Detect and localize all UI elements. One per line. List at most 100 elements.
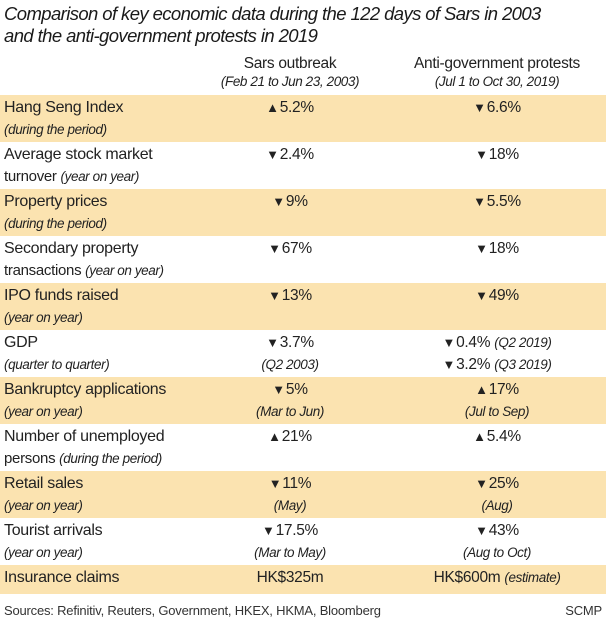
table-row: Tourist arrivals (year on year) ▼17.5% (Mar… <box>0 518 606 565</box>
row-label-line2: transactions (year on year) <box>4 260 234 281</box>
sars-value-cell: ▲21% <box>190 426 390 448</box>
table-row: Retail sales (year on year) ▼11% (May) ▼25%(… <box>0 471 606 518</box>
value-line: (Jul to Sep) <box>392 401 602 422</box>
value-text: 49% <box>488 287 519 304</box>
value-text: 0.4% <box>456 334 491 351</box>
value-text: HK$600m <box>433 569 501 586</box>
row-label-qualifier: (year on year) <box>4 404 83 419</box>
value-line: ▼9% <box>190 191 390 213</box>
value-text: 3.2% <box>456 356 491 373</box>
value-line: ▼0.4% (Q2 2019) <box>392 332 602 354</box>
comparison-table: Hang Seng Index (during the period) ▲5.2% ▼… <box>0 95 606 594</box>
triangle-down-icon: ▼ <box>442 335 456 350</box>
value-line: ▼6.6% <box>392 97 602 119</box>
triangle-down-icon: ▼ <box>266 335 279 350</box>
row-label-qualifier: (during the period) <box>4 216 107 231</box>
value-line: ▼18% <box>392 238 602 260</box>
value-line: ▼13% <box>190 285 390 307</box>
row-label-line2: (during the period) <box>4 213 234 234</box>
triangle-down-icon: ▼ <box>266 147 279 162</box>
value-text: 21% <box>281 428 312 445</box>
row-label: Hang Seng Index (during the period) <box>4 97 234 140</box>
row-label-qualifier: (during the period) <box>4 122 107 137</box>
value-note: (May) <box>273 498 307 513</box>
title-line-2: and the anti-government protests in 2019 <box>4 25 318 46</box>
row-label-line2: (during the period) <box>4 119 234 140</box>
sars-value-cell: ▲5.2% <box>190 97 390 119</box>
row-label-main: Average stock market <box>4 146 153 163</box>
value-line: (Q2 2003) <box>190 354 390 375</box>
table-row: Bankruptcy applications (year on year) ▼5%… <box>0 377 606 424</box>
row-label-main: Property prices <box>4 193 108 210</box>
triangle-down-icon: ▼ <box>272 382 285 397</box>
triangle-down-icon: ▼ <box>272 194 285 209</box>
value-line: ▼18% <box>392 144 602 166</box>
sars-value-cell: ▼3.7% (Q2 2003) <box>190 332 390 375</box>
triangle-down-icon: ▼ <box>268 241 281 256</box>
value-text: 18% <box>488 146 519 163</box>
value-note: (Q2 2003) <box>261 357 319 372</box>
value-line: ▲21% <box>190 426 390 448</box>
value-text: 17% <box>488 381 519 398</box>
row-label: Bankruptcy applications (year on year) <box>4 379 234 422</box>
triangle-down-icon: ▼ <box>473 194 486 209</box>
column-name: Anti-government protests <box>414 55 580 72</box>
row-label-continuation: transactions <box>4 262 82 279</box>
protests-value-cell: ▼5.5% <box>392 191 602 213</box>
row-label-qualifier: (year on year) <box>4 545 83 560</box>
protests-value-cell: ▼18% <box>392 144 602 166</box>
column-period: (Feb 21 to Jun 23, 2003) <box>220 74 360 89</box>
value-line: HK$600m (estimate) <box>392 567 602 589</box>
value-line: (Aug) <box>392 495 602 516</box>
sars-value-cell: ▼13% <box>190 285 390 307</box>
row-label-qualifier: (year on year) <box>85 263 164 278</box>
value-line: (May) <box>190 495 390 516</box>
value-note: (Aug) <box>481 498 513 513</box>
infographic-title: Comparison of key economic data during t… <box>4 3 541 47</box>
triangle-up-icon: ▲ <box>473 429 486 444</box>
row-label-continuation: turnover <box>4 168 57 185</box>
row-label: Insurance claims <box>4 567 234 589</box>
table-row: GDP (quarter to quarter) ▼3.7% (Q2 2003) ▼0.… <box>0 330 606 377</box>
protests-value-cell: ▼25% (Aug) <box>392 473 602 516</box>
protests-value-cell: ▼0.4% (Q2 2019) ▼3.2% (Q3 2019) <box>392 332 602 375</box>
value-text: 2.4% <box>279 146 314 163</box>
row-label: IPO funds raised (year on year) <box>4 285 234 328</box>
value-text: 6.6% <box>486 99 521 116</box>
row-label-main: Tourist arrivals <box>4 522 103 539</box>
row-label-line2: persons (during the period) <box>4 448 234 469</box>
column-header-protests: Anti-government protests (Jul 1 to Oct 3… <box>392 54 602 91</box>
row-label-main: IPO funds raised <box>4 287 119 304</box>
row-label-line2: (year on year) <box>4 401 234 422</box>
column-header-sars: Sars outbreak (Feb 21 to Jun 23, 2003) <box>190 54 390 91</box>
row-label-main: Retail sales <box>4 475 84 492</box>
value-text: 5% <box>285 381 308 398</box>
table-row: Insurance claims HK$325m HK$600m (estimate… <box>0 565 606 594</box>
value-line: HK$325m <box>190 567 390 589</box>
row-label: Retail sales (year on year) <box>4 473 234 516</box>
sars-value-cell: ▼9% <box>190 191 390 213</box>
row-label-main: Bankruptcy applications <box>4 381 167 398</box>
row-label: Tourist arrivals (year on year) <box>4 520 234 563</box>
value-line: ▲17% <box>392 379 602 401</box>
value-text: 67% <box>281 240 312 257</box>
row-label: Average stock market turnover (year on ye… <box>4 144 234 187</box>
row-label-main: GDP <box>4 334 38 351</box>
row-label-qualifier: (quarter to quarter) <box>4 357 110 372</box>
sars-value-cell: HK$325m <box>190 567 390 589</box>
sars-value-cell: ▼67% <box>190 238 390 260</box>
value-line: ▼49% <box>392 285 602 307</box>
value-line: ▼5.5% <box>392 191 602 213</box>
column-name: Sars outbreak <box>243 55 337 72</box>
row-label: GDP (quarter to quarter) <box>4 332 234 375</box>
value-note: (Q3 2019) <box>494 357 552 372</box>
column-period: (Jul 1 to Oct 30, 2019) <box>434 74 560 89</box>
row-label-main: Number of unemployed <box>4 428 165 445</box>
triangle-up-icon: ▲ <box>475 382 488 397</box>
value-note: (Mar to May) <box>254 545 326 560</box>
table-row: Secondary property transactions (year on … <box>0 236 606 283</box>
value-text: 43% <box>488 522 519 539</box>
value-line: ▼3.2% (Q3 2019) <box>392 354 602 375</box>
triangle-down-icon: ▼ <box>442 357 456 372</box>
value-line: ▲5.2% <box>190 97 390 119</box>
